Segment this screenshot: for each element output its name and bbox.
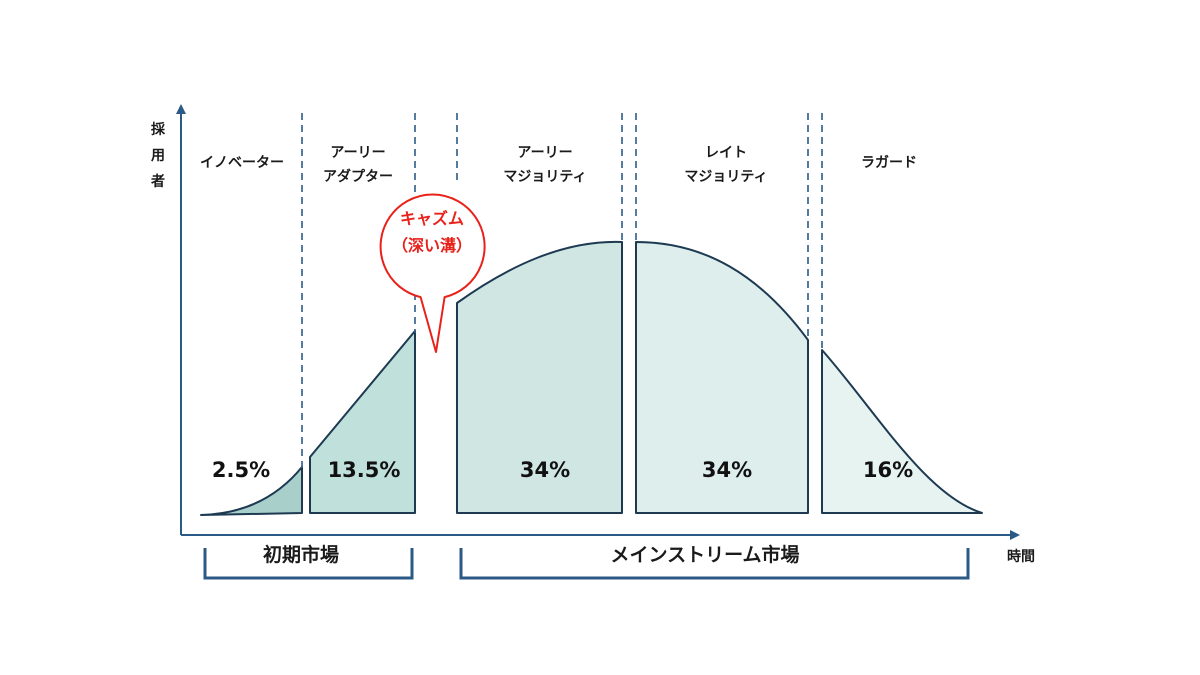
segment-early-majority-label-1: アーリー [517, 145, 572, 161]
y-axis-label-char-2: 用 [151, 148, 165, 164]
y-axis-label-char-1: 採 [151, 121, 166, 138]
early-market-bracket [203, 548, 414, 580]
y-axis-label-char-3: 者 [151, 174, 165, 190]
market-brackets: 初期市場 メインストリーム市場 [203, 543, 970, 580]
axes: 採 用 者 時間 [151, 104, 1035, 565]
x-axis-arrow [1010, 530, 1020, 540]
early-market-label: 初期市場 [263, 543, 339, 566]
x-axis-label: 時間 [1007, 548, 1035, 565]
segment-innovators-label: イノベーター [200, 155, 284, 171]
segment-laggards-area [821, 349, 983, 514]
chasm-bubble [379, 193, 486, 353]
mainstream-market-bracket [459, 548, 970, 580]
segment-late-majority-area [635, 241, 809, 514]
segment-late-majority-label-2: マジョリティ [684, 169, 767, 185]
segment-early-adopters-label-1: アーリー [330, 145, 385, 161]
segment-laggards-label: ラガード [861, 155, 917, 171]
y-axis-arrow [176, 104, 186, 114]
chasm-label: キャズム [400, 209, 464, 228]
mainstream-market-label: メインストリーム市場 [610, 543, 799, 566]
segment-early-adopters-label-2: アダプター [323, 168, 393, 185]
segment-late-majority-share: 34% [702, 458, 752, 482]
segment-early-majority-label-2: マジョリティ [503, 169, 586, 185]
segment-headings: イノベーター アーリー アダプター アーリー マジョリティ レイト マジョリティ… [200, 145, 917, 185]
segment-laggards-share: 16% [863, 458, 913, 482]
chasm-sublabel: （深い溝） [392, 236, 472, 255]
segment-shares: 2.5% 13.5% 34% 34% 16% [212, 458, 913, 482]
segment-early-majority-area [456, 240, 623, 514]
segment-early-adopters-share: 13.5% [328, 458, 401, 482]
adoption-curve [200, 240, 983, 516]
segment-early-majority-share: 34% [520, 458, 570, 482]
segment-innovators-share: 2.5% [212, 458, 270, 482]
segment-late-majority-label-1: レイト [705, 145, 747, 161]
segment-early-adopters-area [309, 330, 416, 514]
chasm-callout: キャズム （深い溝） [379, 193, 486, 353]
